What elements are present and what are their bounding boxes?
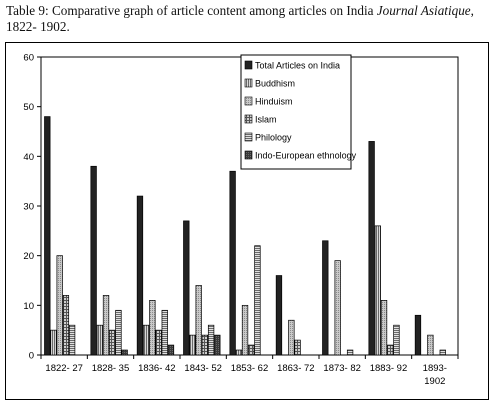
bar [294,339,301,356]
bar [44,116,51,356]
bar [183,220,190,356]
bar [439,349,446,356]
bar [149,300,156,356]
bar [241,304,249,356]
y-tick-label: 30 [23,202,34,213]
bar [189,334,196,356]
bar [254,245,261,356]
figure-caption: Table 9: Comparative graph of article co… [6,3,496,35]
chart-frame [5,42,489,400]
legend-swatch [244,132,253,142]
x-tick-label: 1853- 62 [231,363,269,374]
x-tick-label: 1902 [424,376,445,387]
bar [115,309,122,356]
bar [235,349,242,356]
legend-label: Philology [255,133,292,143]
bar [56,255,63,356]
caption-suffix: , [470,3,474,18]
legend-label: Indo-European ethnology [255,151,357,161]
x-tick-label: 1843- 52 [184,363,222,374]
bar [393,324,400,356]
x-tick-label: 1836- 42 [138,363,176,374]
y-tick-label: 40 [23,152,34,163]
x-tick-label: 1873- 82 [323,363,361,374]
legend-swatch [244,150,253,160]
bar [380,300,388,356]
y-tick-label: 10 [23,301,34,312]
bar [322,240,329,356]
x-tick-label: 1822- 27 [45,363,83,374]
bar [96,324,103,356]
x-tick-label: 1828- 35 [92,363,130,374]
x-tick-label: 1863- 72 [277,363,315,374]
legend-swatch [244,96,253,106]
bar [102,295,110,356]
bar [201,334,209,356]
x-axis-labels: 1822- 27 1828- 35 1836- 42 1843- 52 1853- 62… [40,355,459,387]
y-tick-label: 20 [23,251,34,262]
chart-legend: Total Articles on India Buddhism Hinduism I… [240,54,357,170]
bar [167,344,175,356]
bar [195,285,202,356]
bar [288,319,295,356]
bar [155,329,162,356]
y-tick-label: 0 [29,351,34,362]
legend-swatch [244,78,253,88]
chart-bars [44,116,446,356]
bar [248,344,255,356]
bar [62,295,70,356]
y-tick-label: 50 [23,102,34,113]
legend-swatch [244,60,253,70]
bar [109,329,116,356]
bar [374,225,381,356]
bar [275,275,283,356]
bar [90,165,97,356]
caption-text: Table 9: Comparative graph of article co… [6,3,377,18]
bar [50,329,57,356]
bar [427,334,434,356]
bar [121,349,128,356]
y-tick-label: 60 [23,53,34,64]
x-tick-label: 1893- [423,363,447,374]
bar [136,195,144,356]
bar [229,170,236,356]
caption-journal-name: Journal Asiatique [376,3,471,18]
bar [68,324,76,356]
legend-label: Buddhism [255,79,295,89]
legend-swatch [244,114,253,124]
bar [161,309,168,356]
bar [346,349,354,356]
bar [214,334,221,356]
legend-label: Total Articles on India [255,61,340,71]
caption-years: 1822- 1902. [6,19,70,34]
legend-label: Islam [255,115,277,125]
bar [368,141,375,356]
bar [334,260,341,356]
bar [143,324,150,356]
bar [414,314,422,356]
legend-label: Hinduism [255,97,293,107]
bar [207,324,215,356]
legend-box [240,54,352,170]
bar [387,344,394,356]
x-tick-label: 1883- 92 [370,363,408,374]
